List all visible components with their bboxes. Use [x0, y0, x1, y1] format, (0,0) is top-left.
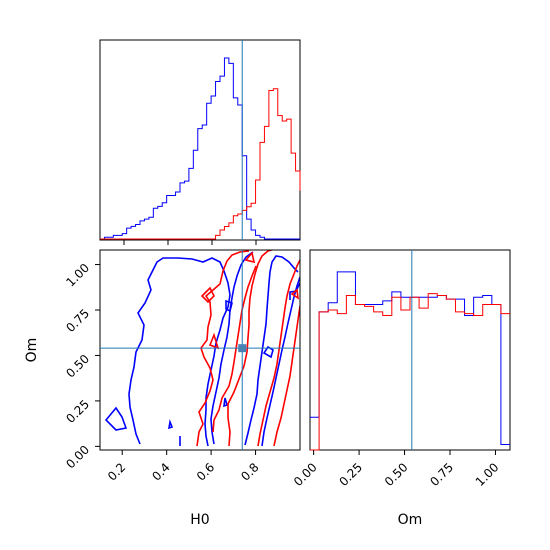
h0-tick-label: 0.4: [149, 460, 172, 483]
h0-tick-label: 0.8: [238, 460, 261, 483]
contour-panel-frame: [99, 249, 301, 451]
h0-histogram-ticks: [123, 240, 257, 245]
blue-contour-right-edge: [261, 276, 300, 447]
om-histogram-panel: 0.00 0.25 0.50 0.75 1.00 Om: [291, 249, 511, 528]
om-tick-label: 1.00: [63, 261, 92, 290]
om-histogram-ticks: 0.00 0.25 0.50 0.75 1.00: [291, 450, 502, 489]
h0-tick-label: 0.2: [105, 460, 128, 483]
om-axis-label: Om: [24, 338, 40, 363]
red-contour-outer-left: [196, 250, 250, 447]
om-hist-tick-label: 0.75: [427, 460, 456, 489]
blue-contour-island-3: [223, 397, 228, 408]
contour-series-red: [196, 250, 300, 447]
red-contour-island-4: [290, 288, 300, 300]
blue-contour-bottom-right: [289, 282, 300, 300]
red-contour-island-2: [208, 332, 220, 350]
om-hist-series-red: [310, 293, 510, 451]
om-hist-tick-label: 0.50: [382, 460, 411, 489]
om-tick-label: 0.00: [63, 443, 92, 472]
h0-axis-ticks: 0.2 0.4 0.6 0.8: [105, 450, 262, 484]
h0-tick-label: 0.6: [194, 460, 217, 483]
h0-histogram-panel: [99, 39, 301, 245]
om-hist-tick-label: 0.25: [336, 460, 365, 489]
h0-hist-series-red: [100, 88, 301, 240]
contour-area: [104, 250, 300, 447]
blue-contour-island-1: [225, 299, 233, 313]
om-hist-tick-label: 0.00: [291, 460, 320, 489]
blue-contour-island-2: [262, 345, 274, 359]
contour-series-blue: [104, 251, 300, 447]
h0-hist-series-blue: [100, 57, 300, 240]
red-contour-far-right: [273, 305, 300, 447]
om-tick-label: 0.25: [63, 397, 92, 426]
om-tick-label: 0.75: [63, 306, 92, 335]
h0-axis-label: H0: [190, 512, 209, 528]
blue-contour-island-4: [167, 419, 174, 430]
om-axis-ticks: 0.00 0.25 0.50 0.75 1.00: [63, 261, 100, 472]
h0-om-contour-panel: 0.2 0.4 0.6 0.8 0.00 0.25 0.50 0.75 1.00 H0 Om: [24, 249, 301, 528]
blue-contour-island-5: [104, 406, 128, 431]
om-histogram-frame: [309, 249, 511, 451]
h0-histogram-frame: [99, 39, 301, 241]
red-contour-mid: [227, 250, 275, 447]
om-histogram-axis-label: Om: [398, 512, 423, 528]
red-contour-island-3: [244, 251, 256, 264]
blue-contour-inner-right: [244, 255, 299, 446]
om-hist-tick-label: 1.00: [473, 460, 502, 489]
om-tick-label: 0.50: [63, 352, 92, 381]
red-contour-island-1: [200, 286, 215, 304]
red-contour-outer-right: [257, 259, 300, 447]
truth-point-marker: [238, 344, 247, 353]
blue-contour-inner-left: [210, 251, 254, 445]
red-contour-inner: [212, 265, 257, 433]
